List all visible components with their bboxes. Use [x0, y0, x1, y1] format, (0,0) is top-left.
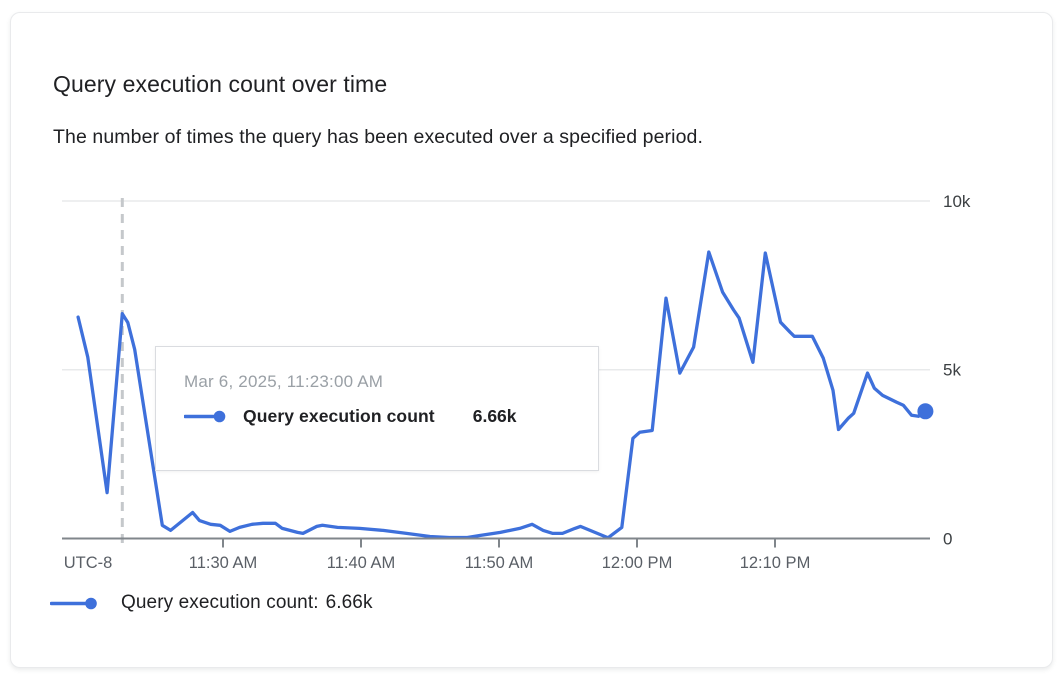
x-axis-label: 11:50 AM [465, 554, 534, 572]
x-axis-label: 11:40 AM [327, 554, 396, 572]
legend-label: Query execution count: [121, 592, 319, 613]
x-axis-timezone-label: UTC-8 [64, 554, 113, 572]
chart-title: Query execution count over time [53, 71, 388, 97]
legend-marker-icon [50, 597, 97, 609]
tooltip-series-row: Query execution count 6.66k [184, 406, 574, 427]
chart-subtitle: The number of times the query has been e… [53, 126, 703, 148]
series-marker-icon [184, 410, 226, 423]
tooltip-timestamp: Mar 6, 2025, 11:23:00 AM [184, 372, 384, 391]
chart-tooltip: Mar 6, 2025, 11:23:00 AM Query execution… [155, 346, 599, 471]
tooltip-series-label: Query execution count [243, 406, 435, 426]
x-axis-label: 12:00 PM [602, 554, 673, 572]
x-axis-label: 12:10 PM [740, 554, 811, 572]
tooltip-value: 6.66k [472, 406, 517, 426]
chart-card: Query execution count over time The numb… [10, 12, 1053, 668]
series-line [76, 250, 928, 540]
chart-legend[interactable]: Query execution count: 6.66k [50, 592, 373, 614]
legend-value: 6.66k [325, 592, 373, 613]
y-axis-label-10k: 10k [943, 192, 971, 211]
latest-point-marker[interactable] [917, 403, 934, 420]
x-axis-ticks [222, 539, 776, 548]
y-axis-label-0: 0 [943, 530, 952, 549]
y-axis-label-5k: 5k [943, 361, 961, 380]
x-axis-label: 11:30 AM [189, 554, 258, 572]
